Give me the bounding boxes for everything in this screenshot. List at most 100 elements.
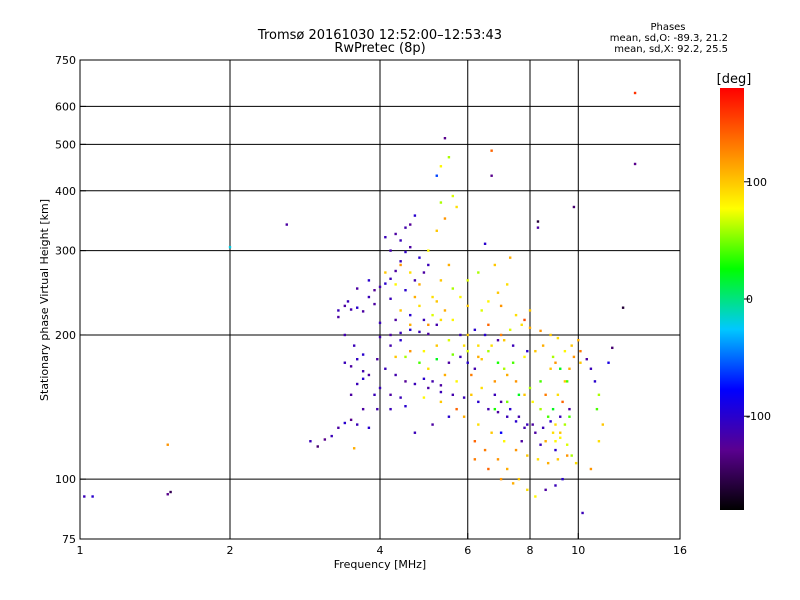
data-point xyxy=(435,323,438,327)
data-point xyxy=(551,407,555,411)
data-point xyxy=(549,367,552,370)
grid-lines xyxy=(80,60,680,539)
x-tick-label: 10 xyxy=(571,544,585,557)
data-point xyxy=(451,287,455,290)
data-point xyxy=(517,393,521,397)
data-point xyxy=(349,365,353,368)
data-point xyxy=(435,174,438,177)
data-point xyxy=(343,421,347,425)
data-point xyxy=(435,300,438,303)
colorbar xyxy=(720,88,744,510)
data-point xyxy=(561,400,564,404)
data-point xyxy=(389,344,392,347)
y-tick-label: 750 xyxy=(55,54,76,67)
data-point xyxy=(493,263,497,267)
data-point xyxy=(361,377,365,380)
data-point xyxy=(601,423,605,426)
data-point xyxy=(499,304,503,308)
data-point xyxy=(361,310,365,313)
data-point xyxy=(447,156,451,159)
data-point xyxy=(473,458,477,461)
data-point xyxy=(483,242,487,245)
data-point xyxy=(91,495,94,498)
data-point xyxy=(531,400,534,404)
data-point xyxy=(483,448,487,452)
data-point xyxy=(373,302,376,306)
data-point xyxy=(373,393,376,397)
data-point xyxy=(563,380,567,383)
data-point xyxy=(554,440,557,443)
data-point xyxy=(480,358,483,361)
data-point xyxy=(559,367,562,370)
data-point xyxy=(447,263,451,267)
x-tick-label: 6 xyxy=(464,544,471,557)
data-point xyxy=(349,418,353,422)
data-point xyxy=(355,306,359,309)
data-point xyxy=(607,361,610,364)
chart-subtitle: RwPretec (8p) xyxy=(334,41,426,56)
data-point xyxy=(346,300,350,303)
data-point xyxy=(470,393,473,397)
y-tick-label: 100 xyxy=(55,473,76,486)
data-point xyxy=(563,423,567,426)
data-point xyxy=(451,393,455,397)
data-point xyxy=(490,149,493,152)
data-point xyxy=(349,393,353,397)
data-point xyxy=(502,367,506,370)
data-point xyxy=(487,300,490,303)
data-point xyxy=(570,454,573,457)
data-point xyxy=(455,205,458,209)
data-point xyxy=(589,367,593,370)
data-point xyxy=(493,407,497,411)
data-point xyxy=(459,333,462,337)
data-point xyxy=(422,271,426,274)
phase-stats-x: mean, sd,X: 92.2, 25.5 xyxy=(614,44,728,55)
data-point xyxy=(427,323,430,327)
data-point xyxy=(473,440,477,443)
data-point xyxy=(361,370,365,373)
data-point xyxy=(526,454,529,457)
data-point xyxy=(496,361,500,364)
data-point xyxy=(399,309,402,312)
data-point xyxy=(378,386,382,390)
data-point xyxy=(511,361,515,364)
colorbar-unit-label: [deg] xyxy=(717,72,752,87)
data-point xyxy=(323,438,327,441)
data-point xyxy=(554,484,557,487)
data-point xyxy=(409,223,412,226)
data-point xyxy=(439,390,443,394)
data-point xyxy=(285,223,288,226)
data-point xyxy=(447,415,451,418)
colorbar-tick-label: -100 xyxy=(746,410,771,423)
data-point xyxy=(554,448,557,452)
data-point xyxy=(466,304,469,308)
data-point xyxy=(83,495,86,498)
data-point xyxy=(526,349,529,353)
data-point xyxy=(462,344,466,347)
x-tick-label: 16 xyxy=(673,544,687,557)
data-point xyxy=(585,358,588,361)
data-point xyxy=(394,232,397,236)
data-point xyxy=(534,349,537,353)
data-point xyxy=(443,217,447,220)
data-point xyxy=(520,440,523,443)
data-point xyxy=(337,426,340,430)
x-tick-label: 8 xyxy=(527,544,534,557)
data-point xyxy=(413,279,417,282)
y-axis-ticks: 75 100 200 300 400 500 600 750 xyxy=(55,54,86,546)
data-point xyxy=(443,373,447,377)
data-point xyxy=(409,323,412,327)
data-point xyxy=(539,329,542,333)
data-point xyxy=(394,283,397,286)
data-point xyxy=(404,380,407,383)
data-point xyxy=(439,318,443,322)
data-point xyxy=(477,344,480,347)
data-point xyxy=(526,423,529,426)
colorbar-ticks: 100 0 -100 xyxy=(744,176,771,423)
data-point xyxy=(384,367,387,370)
data-point xyxy=(431,313,434,317)
data-point xyxy=(316,445,319,448)
data-point xyxy=(477,355,480,359)
data-point xyxy=(487,349,490,353)
data-point xyxy=(427,386,430,390)
